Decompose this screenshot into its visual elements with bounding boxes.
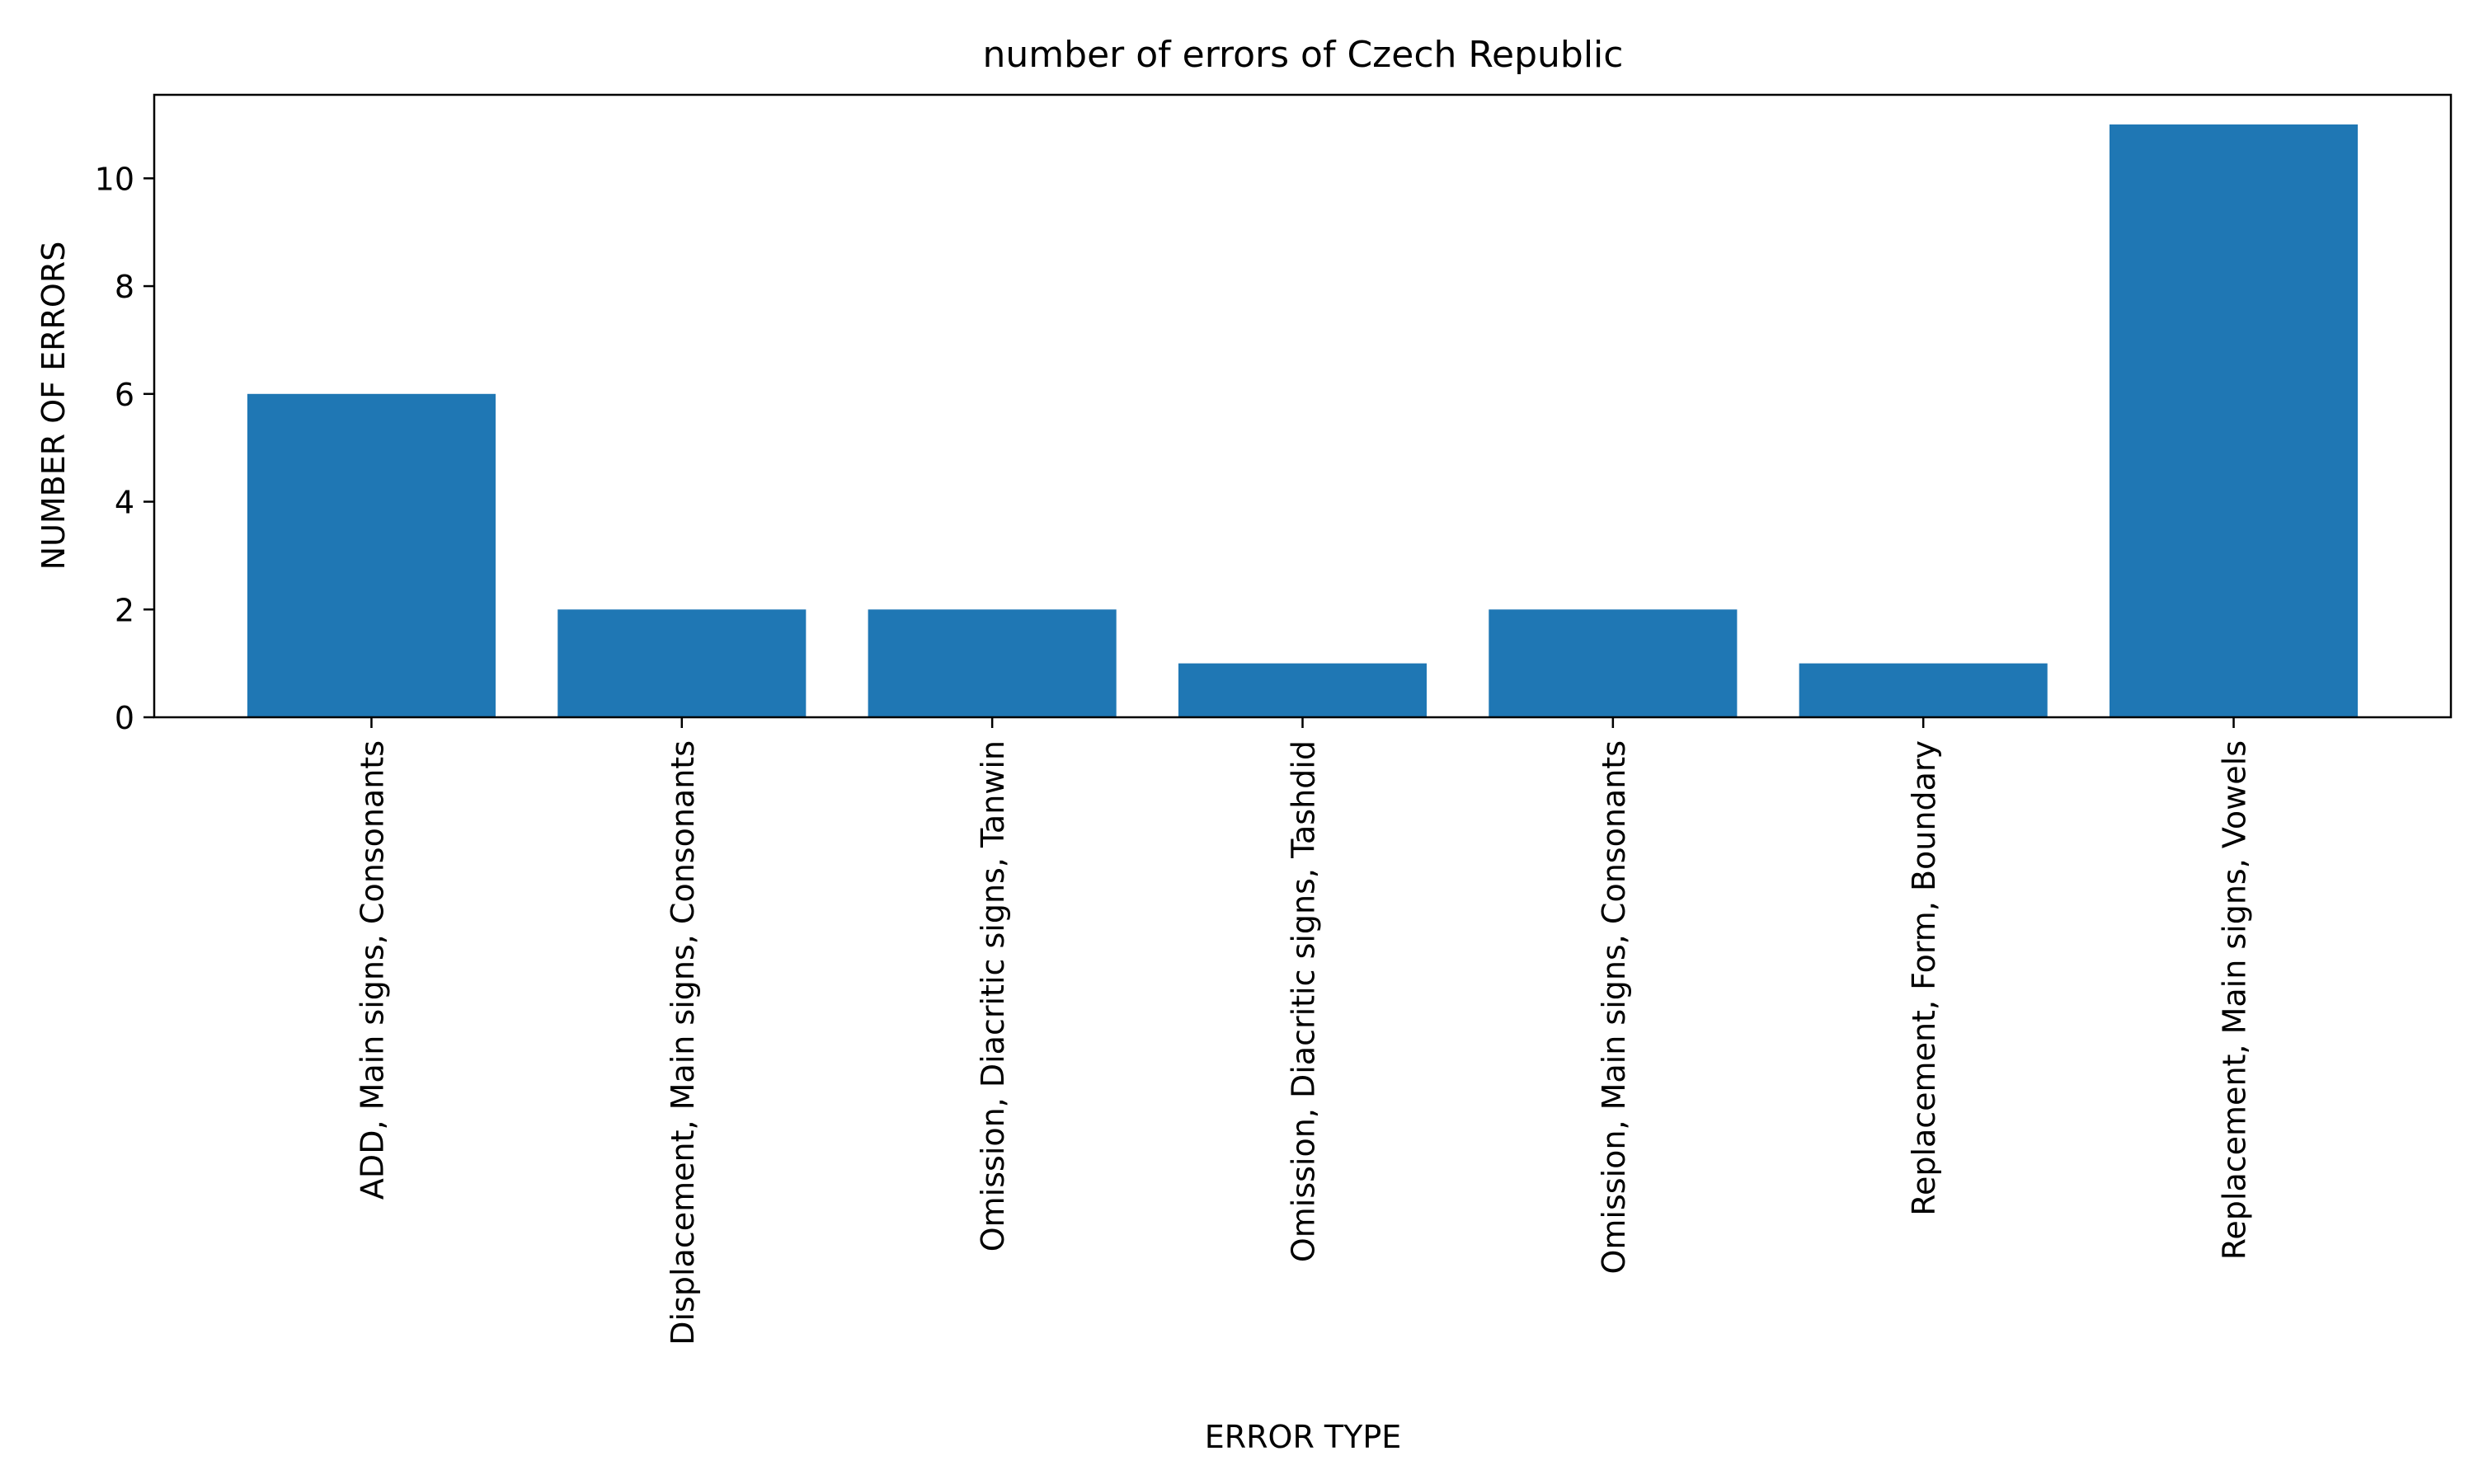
- bars-layer: [247, 124, 2359, 717]
- bar: [247, 393, 496, 717]
- x-tick-label: Omission, Diacritic signs, Tanwin: [975, 740, 1011, 1252]
- x-tick-label: ADD, Main signs, Consonants: [354, 740, 390, 1200]
- bar: [868, 609, 1117, 717]
- bar: [2109, 124, 2359, 717]
- x-axis: ADD, Main signs, Consonants Displacement,…: [354, 717, 2253, 1345]
- x-tick-label: Replacement, Main signs, Vowels: [2217, 740, 2253, 1260]
- y-axis: 0 2 4 6 8 10: [95, 161, 154, 736]
- x-axis-label: ERROR TYPE: [1205, 1419, 1402, 1455]
- x-tick-label: Displacement, Main signs, Consonants: [665, 740, 701, 1345]
- x-tick-label: Omission, Diacritic signs, Tashdid: [1286, 740, 1322, 1262]
- chart-title: number of errors of Czech Republic: [983, 34, 1624, 76]
- bar: [557, 609, 807, 717]
- y-axis-label: NUMBER OF ERRORS: [35, 242, 72, 571]
- y-tick-label: 2: [115, 592, 134, 628]
- y-tick-label: 10: [95, 161, 134, 197]
- x-tick-label: Replacement, Form, Boundary: [1906, 740, 1942, 1216]
- y-tick-label: 8: [115, 269, 134, 305]
- bar: [1178, 663, 1427, 717]
- y-tick-label: 6: [115, 377, 134, 413]
- bar: [1799, 663, 2048, 717]
- y-tick-label: 4: [115, 485, 134, 521]
- x-tick-label: Omission, Main signs, Consonants: [1596, 740, 1632, 1275]
- y-tick-label: 0: [115, 700, 134, 736]
- bar: [1489, 609, 1738, 717]
